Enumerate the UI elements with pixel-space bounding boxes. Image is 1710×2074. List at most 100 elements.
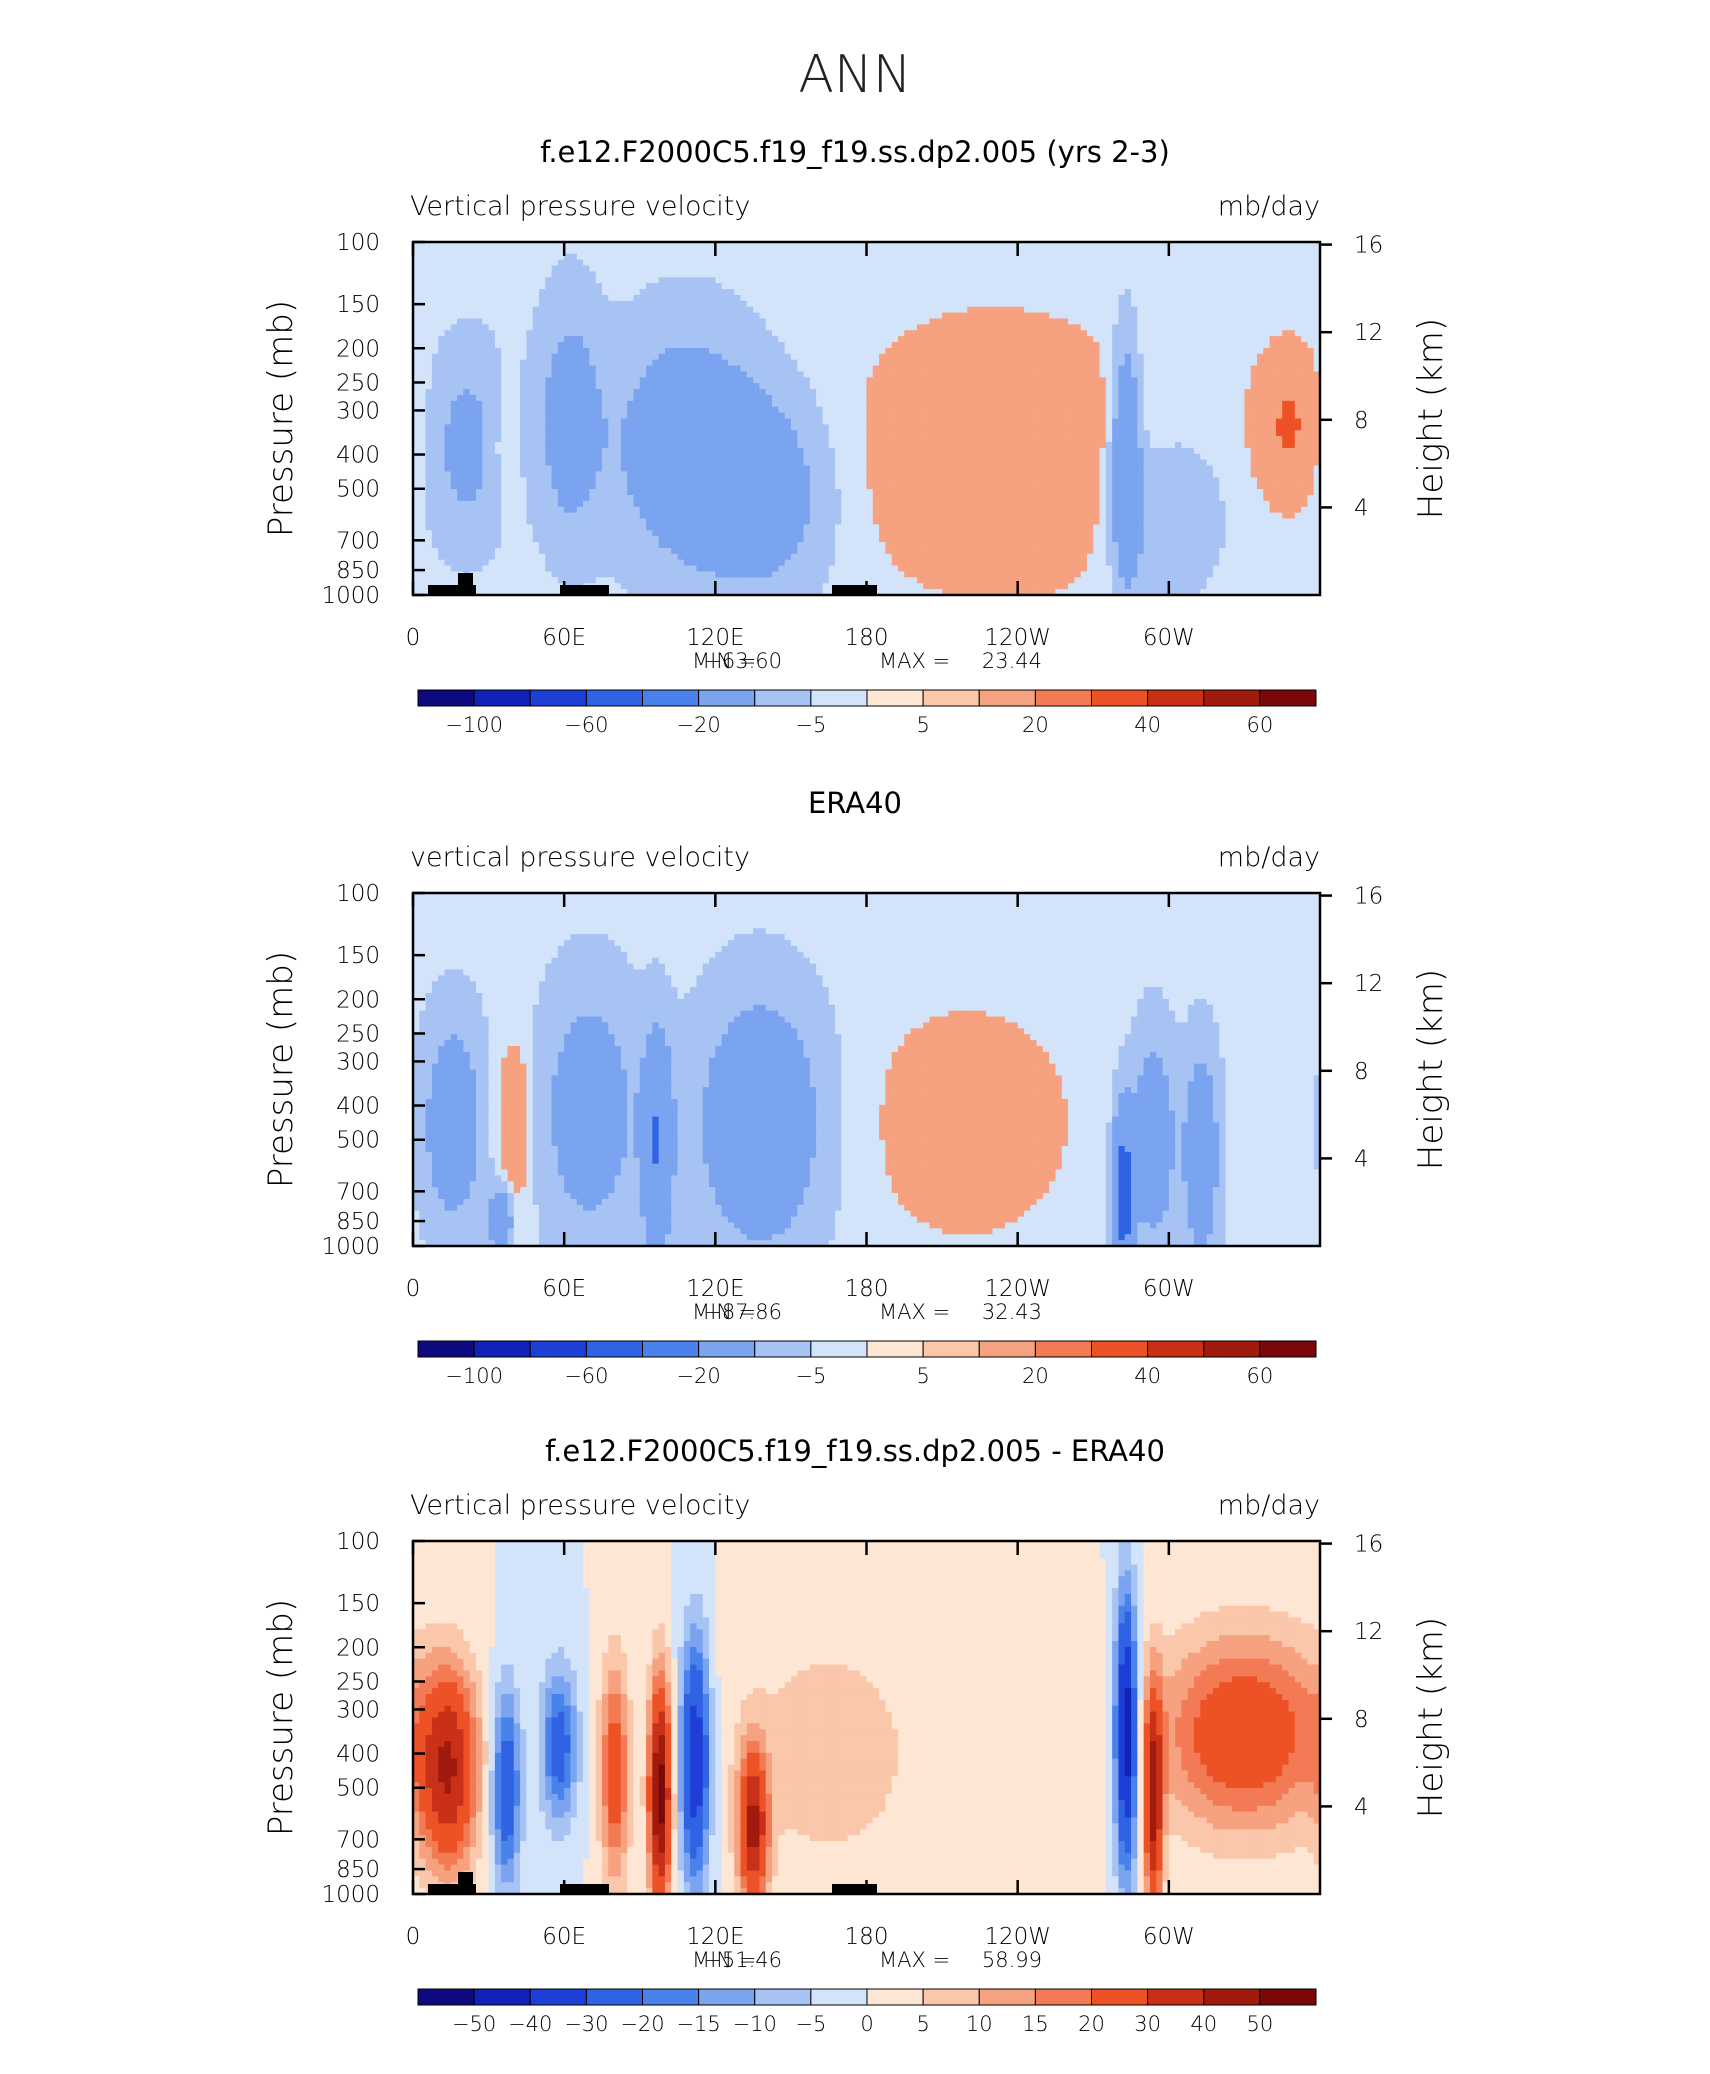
- contour-cell: [778, 366, 785, 372]
- contour-cell: [974, 330, 981, 336]
- contour-cell: [867, 289, 874, 295]
- contour-cell: [810, 360, 817, 366]
- contour-cell: [1238, 377, 1245, 383]
- contour-cell: [1011, 271, 1018, 277]
- contour-cell: [1181, 277, 1188, 283]
- contour-cell: [627, 348, 634, 354]
- contour-cell: [835, 271, 842, 277]
- contour-cell: [810, 419, 817, 425]
- contour-cell: [476, 354, 483, 360]
- contour-cell: [495, 254, 502, 260]
- contour-cell: [1188, 419, 1195, 425]
- contour-cell: [1307, 301, 1314, 307]
- contour-cell: [829, 266, 836, 272]
- contour-cell: [1175, 407, 1182, 413]
- contour-cell: [923, 407, 930, 413]
- contour-cell: [1213, 301, 1220, 307]
- contour-cell: [640, 354, 647, 360]
- contour-cell: [482, 307, 489, 313]
- contour-cell: [457, 360, 464, 366]
- contour-cell: [684, 383, 691, 389]
- contour-cell: [1238, 330, 1245, 336]
- contour-cell: [1169, 401, 1176, 407]
- contour-cell: [797, 277, 804, 283]
- contour-cell: [444, 277, 451, 283]
- contour-cell: [1207, 266, 1214, 272]
- contour-cell: [684, 401, 691, 407]
- contour-cell: [1106, 407, 1113, 413]
- contour-cell: [1093, 336, 1100, 342]
- contour-cell: [432, 395, 439, 401]
- contour-cell: [1005, 301, 1012, 307]
- contour-cell: [1207, 360, 1214, 366]
- contour-cell: [1137, 389, 1144, 395]
- contour-cell: [633, 348, 640, 354]
- contour-cell: [495, 271, 502, 277]
- contour-cell: [728, 389, 735, 395]
- contour-cell: [766, 277, 773, 283]
- contour-cell: [1074, 313, 1081, 319]
- contour-cell: [570, 289, 577, 295]
- contour-cell: [602, 336, 609, 342]
- contour-cell: [457, 295, 464, 301]
- contour-cell: [892, 313, 899, 319]
- contour-cell: [722, 283, 729, 289]
- contour-cell: [1207, 289, 1214, 295]
- contour-cell: [1150, 348, 1157, 354]
- contour-cell: [1175, 371, 1182, 377]
- contour-cell: [1270, 313, 1277, 319]
- contour-cell: [539, 336, 546, 342]
- contour-cell: [715, 366, 722, 372]
- contour-cell: [1194, 401, 1201, 407]
- contour-cell: [684, 277, 691, 283]
- contour-cell: [533, 336, 540, 342]
- contour-cell: [520, 360, 527, 366]
- contour-cell: [1112, 289, 1119, 295]
- contour-cell: [1232, 348, 1239, 354]
- contour-cell: [967, 301, 974, 307]
- contour-cell: [1018, 295, 1025, 301]
- contour-cell: [558, 424, 565, 430]
- contour-cell: [564, 366, 571, 372]
- contour-cell: [986, 330, 993, 336]
- contour-cell: [482, 377, 489, 383]
- contour-cell: [810, 260, 817, 266]
- contour-cell: [1295, 324, 1302, 330]
- contour-cell: [1251, 313, 1258, 319]
- contour-cell: [501, 377, 508, 383]
- contour-cell: [1213, 407, 1220, 413]
- contour-cell: [690, 419, 697, 425]
- contour-cell: [1251, 377, 1258, 383]
- contour-cell: [992, 254, 999, 260]
- contour-cell: [860, 295, 867, 301]
- contour-cell: [835, 371, 842, 377]
- contour-cell: [501, 248, 508, 254]
- contour-cell: [1043, 366, 1050, 372]
- contour-cell: [1137, 419, 1144, 425]
- contour-cell: [696, 289, 703, 295]
- contour-cell: [778, 295, 785, 301]
- contour-cell: [904, 342, 911, 348]
- contour-cell: [759, 419, 766, 425]
- contour-cell: [1081, 295, 1088, 301]
- contour-cell: [974, 324, 981, 330]
- contour-cell: [539, 383, 546, 389]
- contour-cell: [545, 283, 552, 289]
- contour-cell: [1118, 271, 1125, 277]
- contour-cell: [1169, 295, 1176, 301]
- contour-cell: [419, 260, 426, 266]
- contour-cell: [848, 248, 855, 254]
- contour-cell: [898, 254, 905, 260]
- contour-cell: [1144, 271, 1151, 277]
- contour-cell: [948, 395, 955, 401]
- contour-cell: [1307, 324, 1314, 330]
- contour-cell: [627, 271, 634, 277]
- contour-cell: [999, 360, 1006, 366]
- contour-cell: [1219, 366, 1226, 372]
- contour-cell: [696, 383, 703, 389]
- contour-cell: [1150, 307, 1157, 313]
- contour-cell: [766, 271, 773, 277]
- contour-cell: [533, 295, 540, 301]
- contour-cell: [1150, 301, 1157, 307]
- contour-cell: [476, 271, 483, 277]
